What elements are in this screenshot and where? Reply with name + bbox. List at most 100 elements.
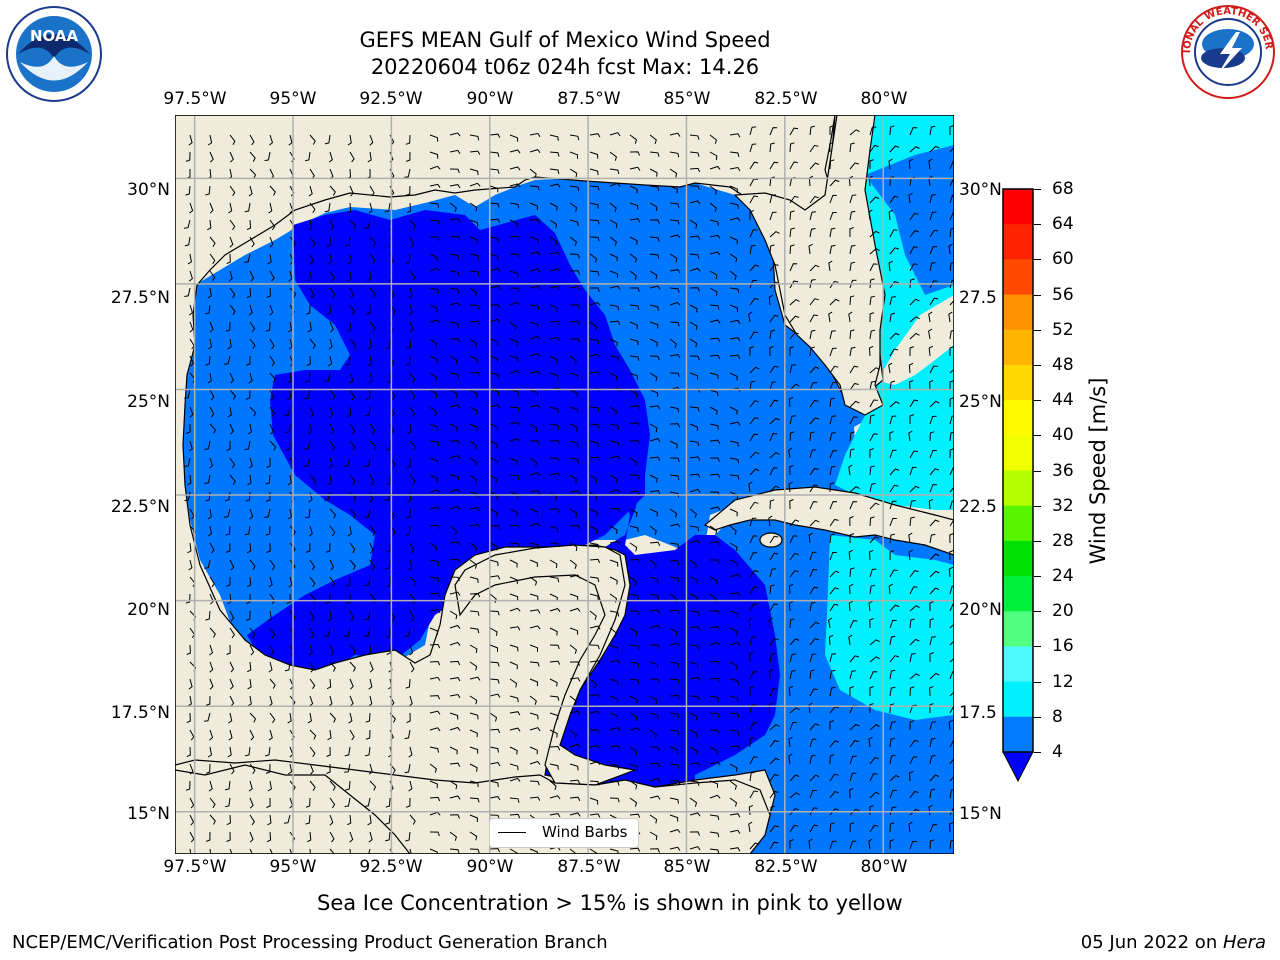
wind-barb: [589, 693, 601, 699]
wind-barb: [385, 814, 391, 825]
wind-barb: [329, 848, 335, 854]
wind-barb: [709, 372, 719, 380]
wind-barb: [429, 183, 441, 188]
wind-barb: [649, 777, 661, 782]
wind-barb: [889, 229, 898, 238]
gulf-of-mexico-map: [174, 114, 955, 855]
wind-barb: [868, 345, 874, 357]
wind-barb: [209, 576, 215, 588]
wind-barb: [509, 389, 519, 396]
wind-barb: [828, 617, 833, 629]
wind-barb: [649, 644, 660, 650]
wind-barb: [729, 474, 740, 480]
wind-barb: [349, 848, 351, 854]
wind-barb: [569, 574, 581, 579]
wind-barb: [549, 729, 558, 738]
wind-barb: [246, 219, 252, 231]
wind-barb: [406, 509, 411, 519]
wind-barb: [489, 559, 499, 567]
wind-barb: [409, 610, 415, 622]
wind-barb: [609, 576, 618, 585]
wind-barb: [409, 321, 414, 333]
wind-barb: [469, 831, 478, 841]
wind-barb: [629, 797, 638, 807]
wind-barb: [749, 195, 758, 204]
wind-barb: [929, 755, 936, 765]
wind-barb: [789, 618, 795, 629]
wind-barb: [489, 508, 498, 517]
wind-barb: [709, 780, 718, 788]
colorbar-cell: [1003, 576, 1033, 612]
wind-barb: [669, 406, 680, 413]
wind-barb: [789, 824, 799, 833]
wind-barb: [669, 457, 680, 463]
wind-barb: [669, 609, 681, 615]
wind-barb: [229, 134, 236, 145]
wind-barb: [649, 576, 659, 584]
wind-barb: [188, 440, 193, 452]
lon-label-bottom: 80°W: [860, 857, 908, 877]
wind-barb: [729, 354, 741, 360]
wind-barb: [469, 406, 478, 415]
wind-barb: [429, 151, 439, 159]
wind-barb: [227, 593, 232, 605]
wind-barb: [449, 184, 461, 189]
wind-barb: [309, 610, 315, 622]
wind-barb: [329, 559, 335, 571]
wind-barb: [629, 270, 637, 280]
wind-barb: [869, 671, 878, 680]
wind-barb: [569, 440, 579, 448]
wind-barb: [409, 236, 415, 248]
colorbar-tick-label: 60: [1052, 249, 1074, 270]
wind-barb: [609, 423, 619, 430]
wind-barb: [589, 508, 598, 517]
wind-barb: [869, 448, 874, 459]
lon-label-top: 90°W: [466, 89, 514, 109]
wind-barb: [649, 762, 661, 768]
colorbar-cell: [1003, 259, 1033, 296]
wind-barb: [909, 230, 919, 238]
wind-barb: [729, 573, 741, 578]
wind-barb: [809, 382, 818, 391]
wind-barb: [469, 644, 478, 654]
wind-barb: [709, 712, 720, 718]
wind-barb: [869, 159, 874, 169]
wind-barb: [227, 746, 232, 758]
colorbar-tick-mark: [1034, 505, 1041, 507]
wind-barb: [689, 676, 701, 681]
wind-barb: [189, 321, 194, 333]
wind-barb: [629, 746, 638, 756]
wind-barb: [409, 576, 417, 587]
wind-barb: [749, 756, 758, 765]
wind-barb: [849, 516, 854, 527]
wind-barb: [369, 423, 376, 435]
wind-barb: [569, 729, 577, 739]
wind-barb: [589, 745, 601, 750]
wind-barb: [689, 712, 698, 721]
wind-barb: [469, 592, 481, 598]
wind-barb: [309, 695, 314, 707]
wind-barb: [449, 814, 460, 819]
wind-barb: [429, 660, 441, 666]
wind-barb: [189, 729, 195, 741]
wind-barb: [949, 691, 954, 697]
wind-barb: [286, 389, 292, 401]
wind-barb: [908, 192, 913, 204]
colorbar-tick-mark: [1034, 470, 1041, 472]
wind-barb: [669, 746, 679, 754]
wind-barb: [287, 321, 293, 333]
wind-barb: [849, 431, 855, 442]
wind-barb: [749, 842, 760, 850]
wind-barb: [809, 211, 816, 221]
wind-barb: [629, 678, 640, 685]
wind-barb: [829, 603, 839, 612]
wind-barb: [469, 661, 478, 671]
wind-barb: [205, 355, 211, 366]
wind-barb: [689, 151, 700, 157]
wind-barb: [788, 685, 794, 697]
wind-barb: [509, 421, 521, 426]
wind-barb: [829, 465, 836, 476]
wind-barb: [589, 625, 601, 630]
wind-barb: [489, 693, 501, 698]
wind-barb: [366, 270, 372, 282]
